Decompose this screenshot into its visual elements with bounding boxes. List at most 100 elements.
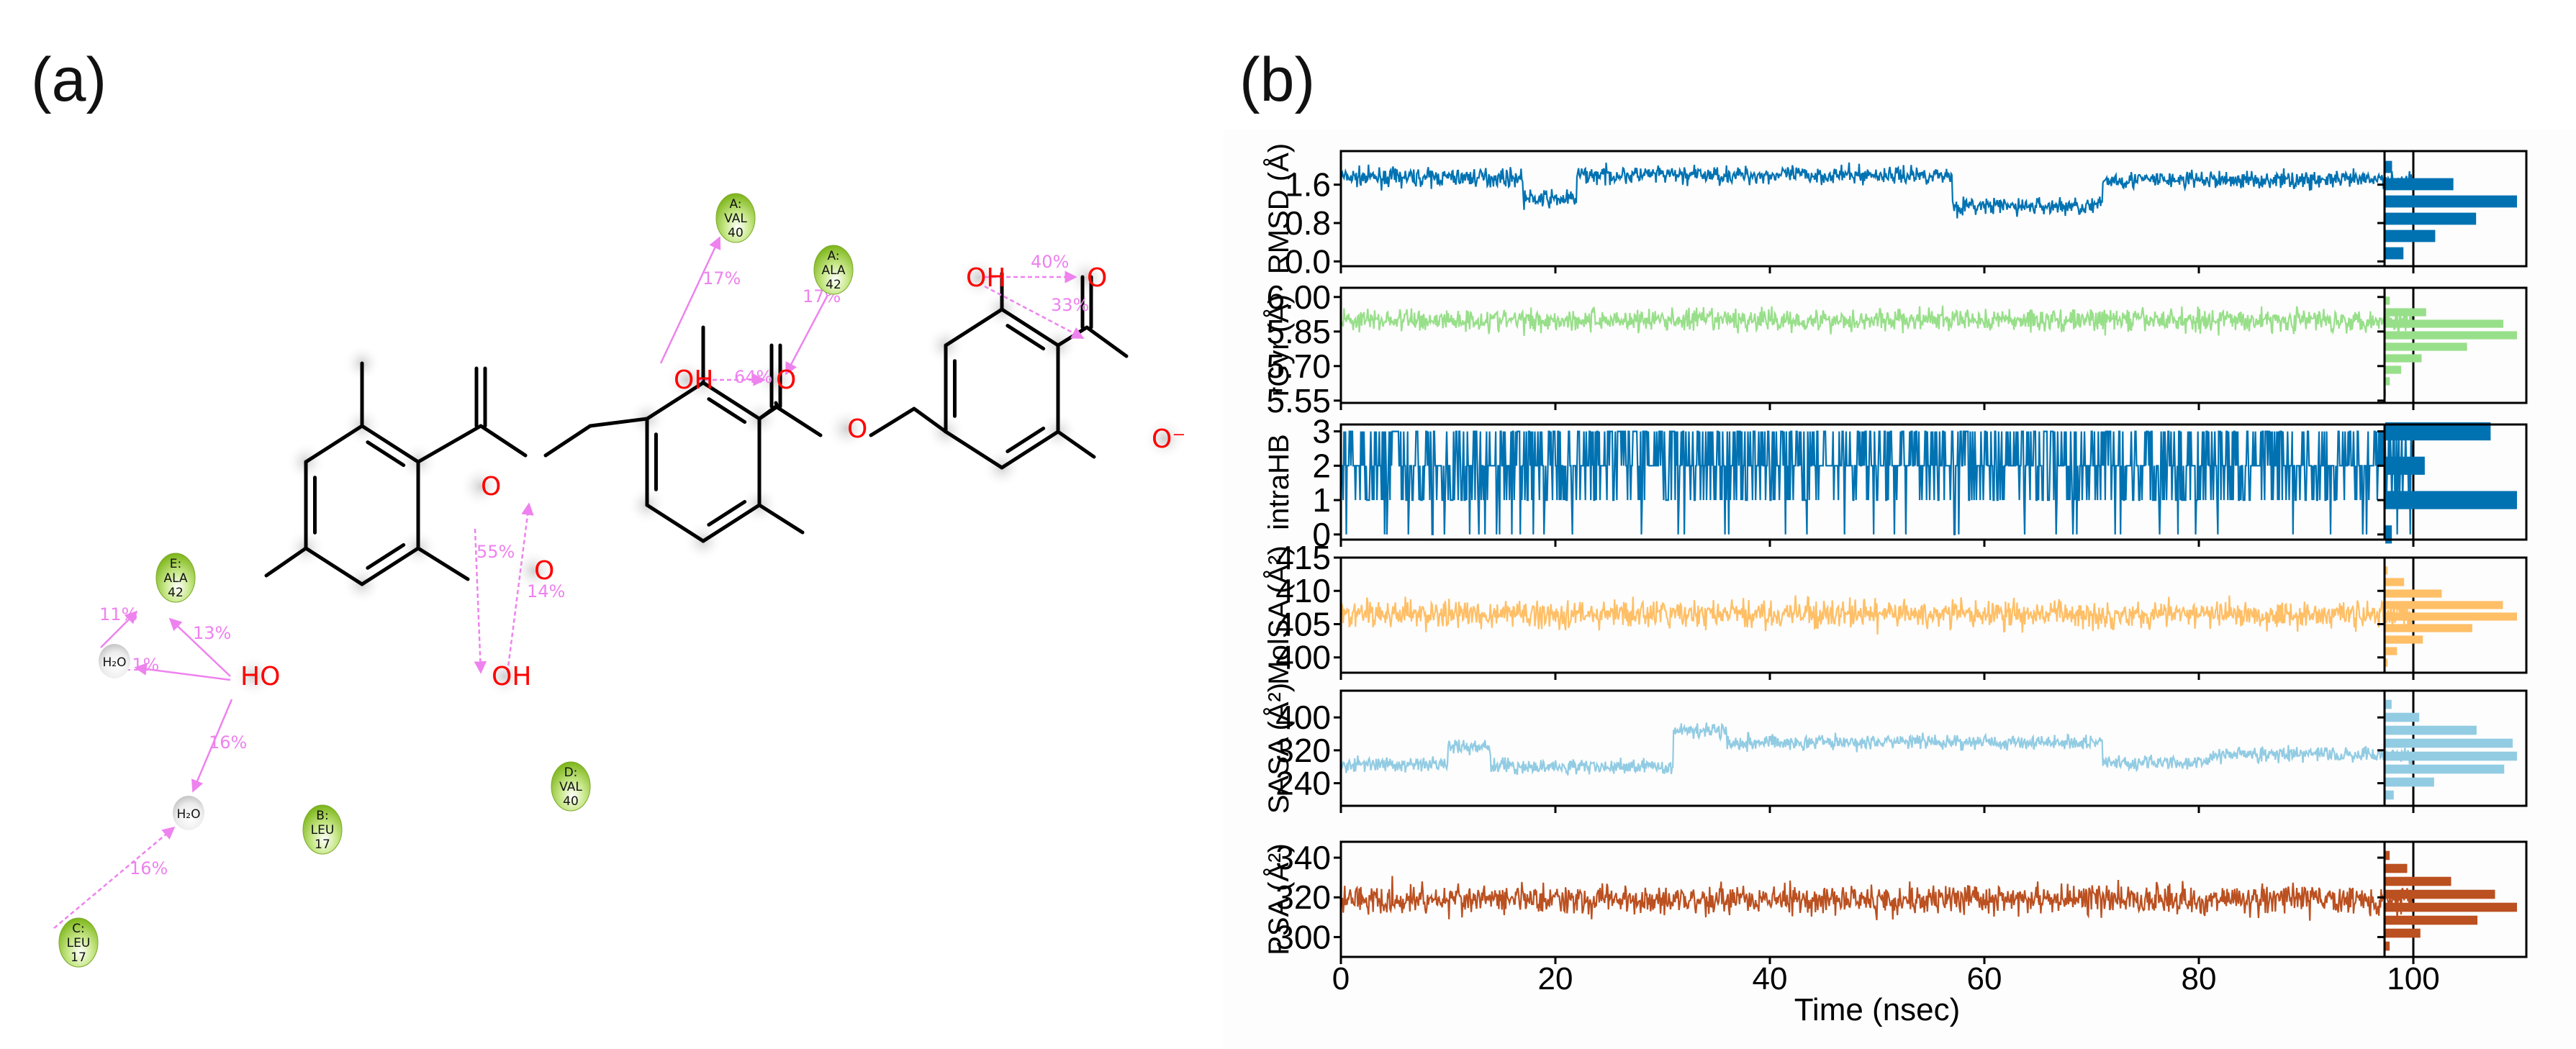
- hbond-arrow: [168, 617, 231, 677]
- hbond-percent: 55%: [476, 542, 515, 562]
- y-tick-label: 0.8: [1285, 204, 1331, 242]
- hbond-arrow: [134, 663, 231, 681]
- hbond-arrow: [659, 236, 721, 364]
- atom-label: O: [847, 414, 867, 444]
- ligand-interaction-diagram: 17%17%64%40%33%55%14%11%13%11%16%16% OH O…: [53, 193, 1186, 968]
- hbond-percent: 33%: [1051, 295, 1089, 315]
- hbond-percent: 16%: [209, 732, 247, 753]
- x-tick-label: 60: [1967, 961, 2002, 996]
- y-tick-label: 240: [1275, 765, 1331, 802]
- panel-a-label: (a): [31, 45, 107, 114]
- x-tick-label: 40: [1753, 961, 1788, 996]
- atom-label: O: [776, 365, 796, 395]
- atom-label: O⁻: [1152, 424, 1185, 454]
- y-tick-label: 3: [1312, 413, 1331, 450]
- hbond-arrow: [100, 610, 138, 648]
- water-molecule: H₂O: [99, 644, 130, 678]
- svg-text:B:: B:: [316, 809, 328, 823]
- svg-text:17: 17: [315, 837, 330, 852]
- y-axis-label: SASA (Å²): [1262, 683, 1295, 814]
- panel-b-label: (b): [1239, 45, 1316, 114]
- svg-text:C:: C:: [72, 922, 85, 936]
- histogram-psa: [2383, 840, 2528, 958]
- histogram-rgyr: [2383, 286, 2528, 404]
- series-line: [1341, 722, 2414, 776]
- svg-text:42: 42: [826, 278, 841, 292]
- x-tick-label: 0: [1332, 961, 1350, 996]
- svg-text:42: 42: [168, 586, 184, 600]
- water-molecule: H₂O: [173, 796, 204, 830]
- svg-text:A:: A:: [729, 197, 741, 212]
- series-line: [1339, 162, 2415, 219]
- svg-text:D:: D:: [564, 766, 578, 780]
- solvent-exposure-halos: [232, 256, 1186, 698]
- hbond-percent: 13%: [193, 623, 231, 643]
- atom-label: OH: [966, 263, 1005, 293]
- series-line: [1339, 595, 2415, 635]
- series-line: [1339, 430, 2415, 535]
- y-tick-label: 340: [1275, 839, 1331, 876]
- svg-text:40: 40: [563, 794, 579, 809]
- atom-label: O: [534, 556, 554, 586]
- svg-text:E:: E:: [170, 557, 181, 571]
- hbond-arrow: [984, 285, 1085, 340]
- hbond-percent: 11%: [99, 604, 137, 625]
- hbond-percent: 17%: [702, 268, 741, 289]
- molecule-bonds: [264, 271, 1129, 586]
- y-tick-label: 400: [1275, 699, 1331, 736]
- svg-text:A:: A:: [827, 249, 839, 263]
- atom-label: O: [1087, 263, 1107, 293]
- y-tick-label: 405: [1275, 605, 1331, 642]
- svg-text:17: 17: [71, 950, 86, 965]
- y-axis-label: MolSA (Å²): [1262, 545, 1295, 684]
- x-axis-label: Time (nsec): [1794, 992, 1961, 1027]
- residue-nodes: A:VAL40A:ALA42E:ALA42B:LEU17D:VAL40C:LEU…: [58, 193, 854, 968]
- y-tick-label: 300: [1275, 918, 1331, 955]
- histogram-rmsd: [2383, 150, 2528, 268]
- hbond-percent: 16%: [130, 858, 168, 878]
- x-tick-label: 20: [1538, 961, 1573, 996]
- y-axis-label: PSA (Å²): [1262, 843, 1295, 955]
- hbond-arrow: [474, 528, 487, 674]
- y-tick-label: 6.00: [1266, 278, 1331, 316]
- svg-text:H₂O: H₂O: [103, 655, 127, 670]
- y-tick-label: 400: [1275, 639, 1331, 676]
- hbond-percent: 14%: [527, 581, 565, 601]
- y-tick-label: 320: [1275, 732, 1331, 769]
- series-line: [1339, 876, 2415, 921]
- y-axis-label: RMSD (Å): [1262, 143, 1295, 274]
- y-axis-label: rGyr (Å): [1262, 294, 1295, 396]
- y-tick-label: 0.0: [1285, 242, 1331, 280]
- series-line: [1339, 305, 2415, 336]
- histogram-molsa: [2383, 556, 2528, 674]
- y-tick-label: 0: [1312, 516, 1331, 553]
- atom-label: HO: [240, 662, 280, 691]
- histogram-sasa: [2383, 689, 2528, 807]
- svg-text:LEU: LEU: [311, 823, 335, 837]
- hbond-percent: 40%: [1031, 252, 1069, 272]
- svg-text:H₂O: H₂O: [177, 807, 201, 822]
- svg-text:ALA: ALA: [821, 263, 845, 278]
- atom-label: O: [481, 472, 501, 501]
- x-tick-label: 80: [2182, 961, 2217, 996]
- atom-label: OH: [492, 662, 531, 691]
- y-tick-label: 1: [1312, 481, 1331, 519]
- y-tick-label: 410: [1275, 572, 1331, 609]
- hbond-percent: 64%: [734, 367, 772, 387]
- svg-text:LEU: LEU: [67, 936, 91, 950]
- svg-text:40: 40: [728, 226, 744, 240]
